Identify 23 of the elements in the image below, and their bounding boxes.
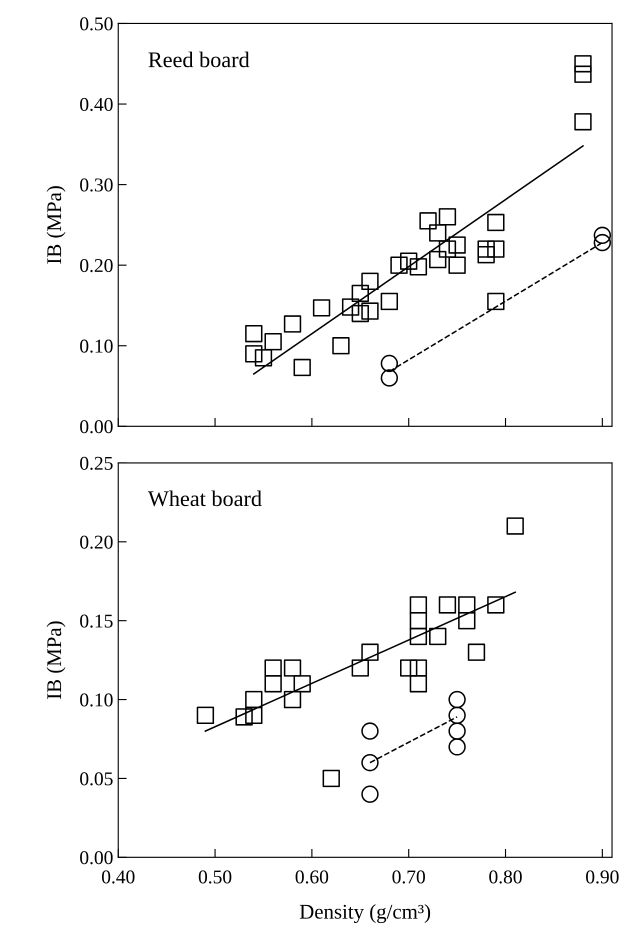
y-tick-label: 0.10 bbox=[80, 693, 113, 707]
y-tick-label: 0.00 bbox=[80, 851, 113, 864]
annotation: Wheat board bbox=[148, 490, 262, 506]
y-tick-label: 0.20 bbox=[80, 258, 113, 272]
y-axis-title: IB (MPa) bbox=[46, 186, 66, 264]
y-tick-label: 0.20 bbox=[80, 536, 113, 549]
x-tick-label: 0.50 bbox=[198, 870, 232, 884]
y-tick-label: 0.40 bbox=[80, 98, 113, 112]
x-axis-title: Density (g/cm³) bbox=[300, 904, 430, 924]
y-tick-label: 0.00 bbox=[80, 420, 113, 434]
x-tick-label: 0.60 bbox=[296, 870, 328, 884]
y-axis-title: IB (MPa) bbox=[46, 621, 66, 699]
y-tick-label: 0.10 bbox=[80, 340, 113, 353]
x-tick-label: 0.70 bbox=[392, 870, 425, 884]
x-tick-label: 0.80 bbox=[489, 870, 522, 884]
annotation: Reed board bbox=[148, 52, 250, 68]
y-tick-label: 0.30 bbox=[80, 178, 113, 192]
x-tick-label: 0.90 bbox=[586, 870, 619, 884]
y-tick-label: 0.50 bbox=[80, 17, 113, 30]
y-tick-label: 0.05 bbox=[80, 772, 113, 786]
x-tick-label: 0.40 bbox=[102, 870, 135, 884]
y-tick-label: 0.25 bbox=[80, 456, 113, 470]
y-tick-label: 0.15 bbox=[80, 614, 113, 628]
